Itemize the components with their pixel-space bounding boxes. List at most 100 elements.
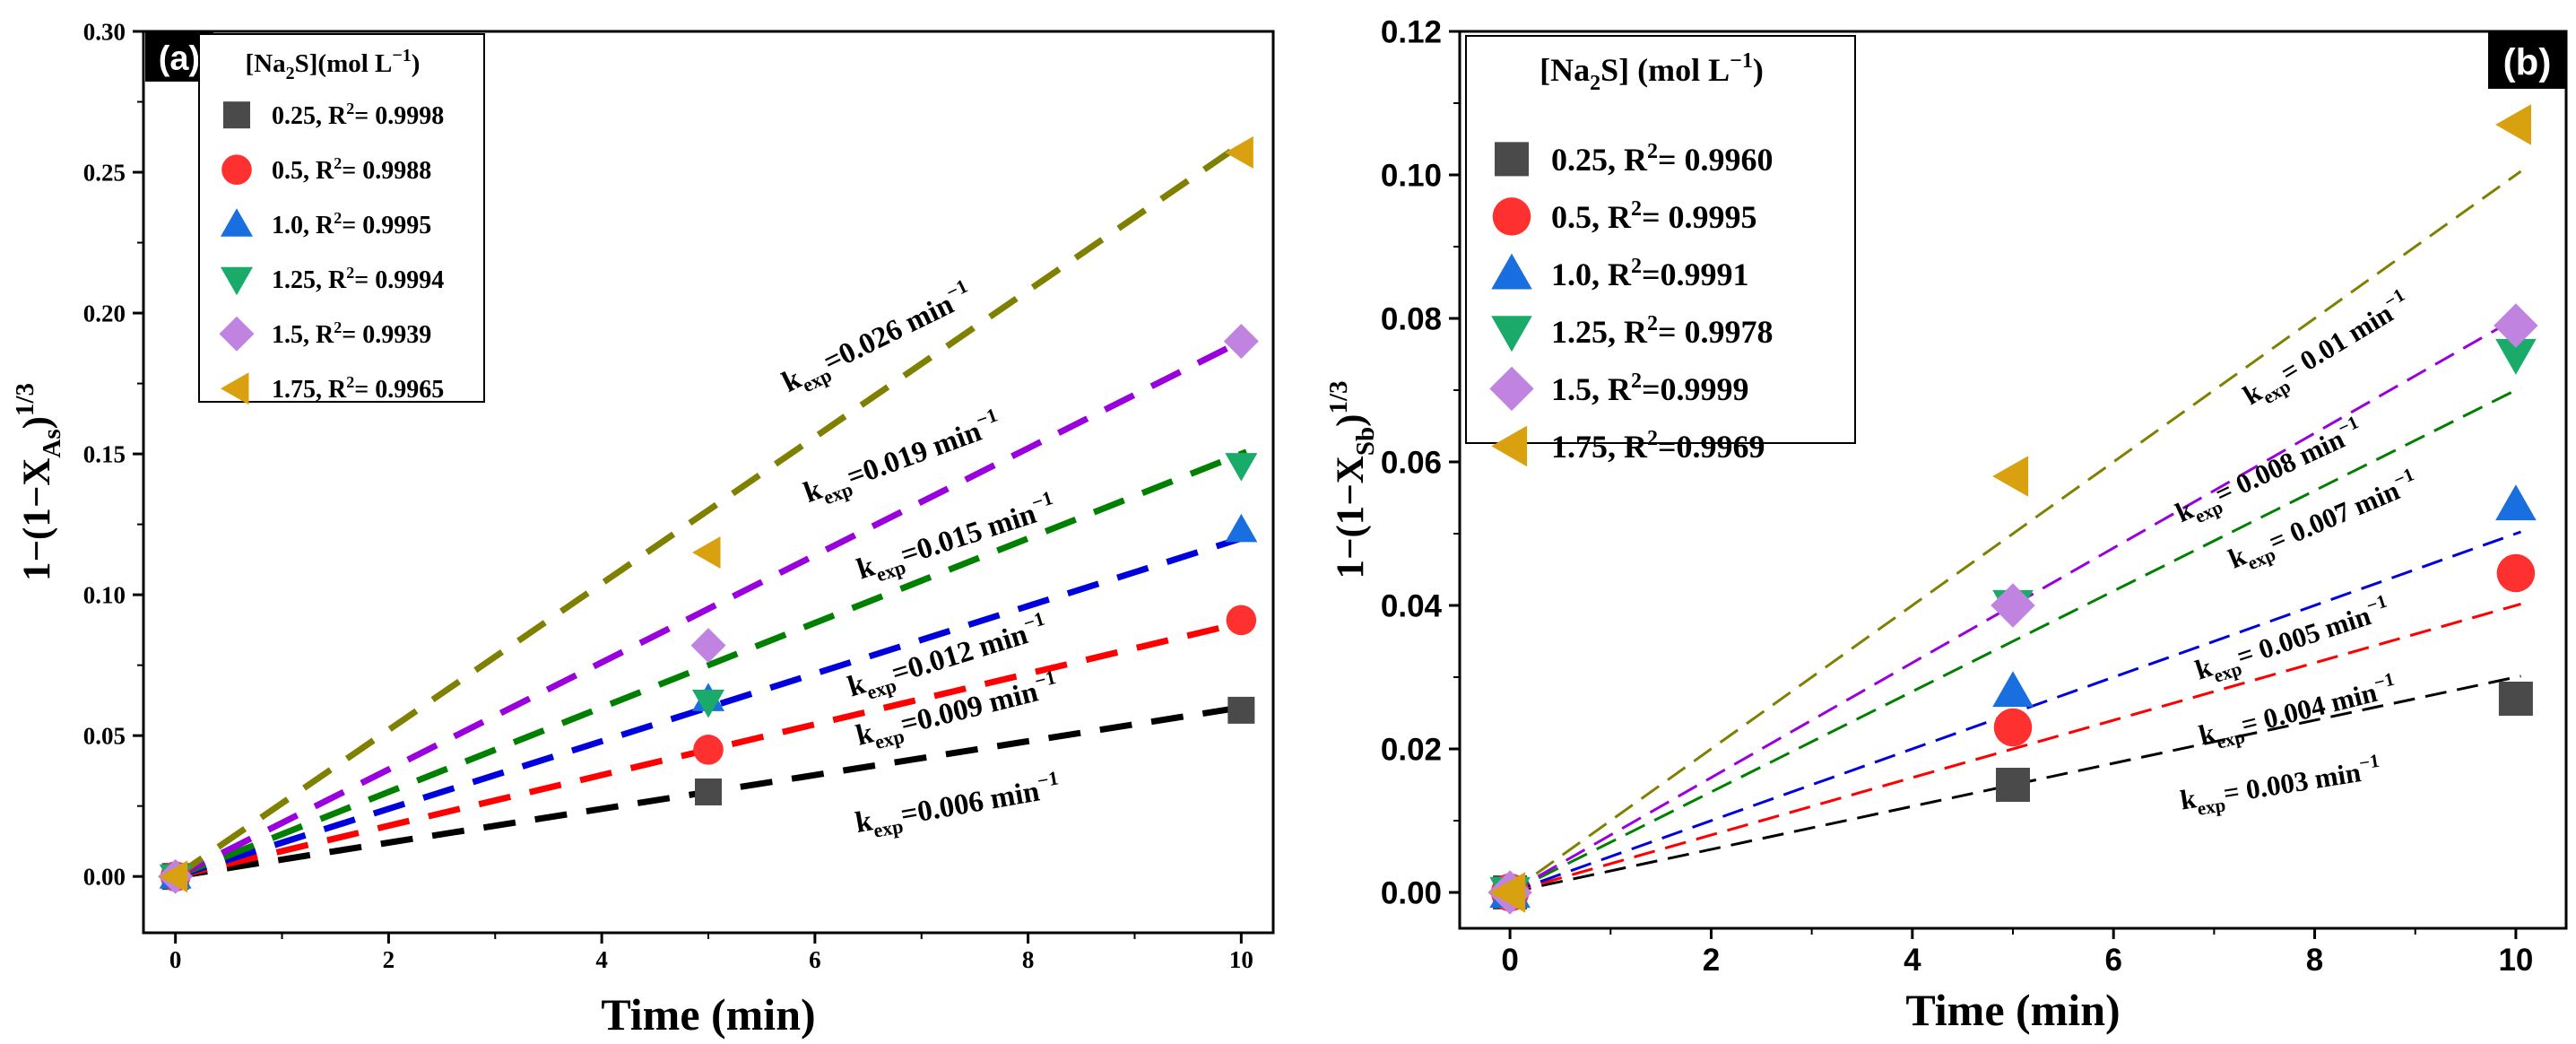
- legend-entry-sup: 2: [346, 100, 354, 117]
- data-point-s3: [1225, 453, 1258, 482]
- y-axis-label-text-sup: 1/3: [11, 383, 39, 416]
- y-axis-label: 1−(1−XAs)1/3: [11, 383, 66, 581]
- k-label-text-0-sup: −1: [2357, 750, 2381, 774]
- y-axis-label-text-sup: 1/3: [1324, 380, 1353, 413]
- legend-entry-name: 1.75, R: [1551, 429, 1648, 465]
- panel-label: (a): [159, 40, 200, 78]
- legend-entry-r2: = 0.9994: [354, 266, 444, 294]
- k-label-text-5: kexp= 0.01 min−1: [2235, 283, 2418, 416]
- y-axis-label-text-sub: Sb: [1351, 427, 1380, 456]
- x-tick-label: 6: [2104, 943, 2121, 978]
- legend-entry-name: 0.25, R: [1551, 142, 1648, 178]
- data-point-s4: [690, 628, 726, 664]
- legend-entry-r2: = 0.9965: [354, 376, 444, 404]
- legend-entry-name: 0.5, R: [272, 157, 334, 185]
- k-label-4: kexp=0.019 min−1: [800, 404, 1001, 510]
- x-tick-label: 4: [1904, 943, 1921, 978]
- legend-marker-0: [223, 101, 250, 129]
- data-point-s0: [2498, 682, 2533, 716]
- legend-entry-sup: 2: [1631, 370, 1642, 393]
- k-label-text-1-sup: −1: [2372, 668, 2397, 694]
- legend-entry-sup: 2: [334, 154, 342, 172]
- legend-entry-name: 1.5, R: [272, 321, 334, 349]
- k-label-text-3-part: = 0.007 min: [2264, 474, 2404, 558]
- legend-marker-4: [1489, 366, 1534, 412]
- y-tick-label: 0.08: [1381, 301, 1442, 336]
- legend-entry-name: 0.5, R: [1551, 199, 1632, 235]
- legend-marker-5: [221, 372, 249, 405]
- x-tick-label: 2: [1703, 943, 1720, 978]
- legend-entry-sup: 2: [334, 318, 342, 336]
- k-label-text-4-part: =0.019 min: [843, 415, 985, 493]
- legend-entry-r2: =0.9969: [1658, 429, 1765, 465]
- x-tick-label: 0: [169, 946, 182, 973]
- legend-entry-2: 1.0, R2= 0.9995: [272, 209, 431, 239]
- legend-entry-sup: 2: [1647, 427, 1658, 450]
- fit-line-1: [1509, 602, 2521, 894]
- legend-title-sup: −1: [392, 46, 411, 65]
- legend-marker-1: [221, 154, 252, 185]
- y-tick-label: 0.04: [1381, 588, 1443, 623]
- legend-marker-2: [221, 208, 253, 237]
- k-label-0: kexp= 0.003 min−1: [2177, 750, 2383, 822]
- legend-entry-sup: 2: [1647, 140, 1658, 163]
- x-tick-label: 10: [1229, 946, 1253, 973]
- legend-entry-5: 1.75, R2= 0.9965: [272, 373, 444, 404]
- k-label-text-0: kexp= 0.003 min−1: [2177, 750, 2383, 822]
- data-point-s4: [2494, 303, 2538, 348]
- legend-title: [Na2S] (mol L−1): [1540, 49, 1764, 95]
- k-label-2: kexp= 0.005 min−1: [2190, 590, 2396, 692]
- k-label-text-1-part: = 0.004 min: [2238, 676, 2380, 740]
- y-tick-label: 0.10: [1381, 158, 1442, 193]
- x-tick-label: 10: [2498, 943, 2533, 978]
- y-tick-label: 0.15: [83, 441, 126, 468]
- legend-entry-name: 1.25, R: [272, 266, 347, 294]
- legend-entry-r2: = 0.9960: [1658, 142, 1774, 178]
- y-axis-label-text: 1−(1−XAs)1/3: [11, 383, 66, 581]
- fit-line-5: [173, 137, 1249, 880]
- fit-line-5: [1509, 170, 2522, 894]
- legend-entry-2: 1.0, R2=0.9991: [1551, 255, 1749, 292]
- legend-entry-r2: = 0.9988: [342, 157, 431, 185]
- legend-entry-sup: 2: [1631, 197, 1642, 221]
- data-point-s5: [159, 860, 188, 893]
- data-point-s5: [692, 536, 721, 570]
- k-label-text-2: kexp= 0.005 min−1: [2190, 590, 2396, 692]
- legend-entry-sup: 2: [334, 209, 342, 227]
- legend-entry-0: 0.25, R2= 0.9998: [272, 100, 444, 130]
- data-point-s0: [1227, 696, 1255, 724]
- legend-entry-5: 1.75, R2=0.9969: [1551, 427, 1765, 465]
- k-label-text-0-sub: exp: [872, 814, 905, 841]
- legend-entry-3: 1.25, R2= 0.9978: [1551, 312, 1774, 350]
- k-label-text-0-part: = 0.003 min: [2221, 756, 2363, 809]
- legend-entry-sup: 2: [346, 264, 354, 282]
- legend-title-part: ): [412, 49, 421, 78]
- y-axis-label-text-part: 1−(1−X: [16, 458, 58, 581]
- x-tick-label: 6: [809, 946, 821, 973]
- k-label-text-0-sub: exp: [2196, 794, 2227, 820]
- legend-entry-sup: 2: [1647, 312, 1658, 335]
- legend-entry-name: 0.25, R: [272, 102, 347, 130]
- legend-entry-r2: = 0.9995: [342, 212, 431, 239]
- legend-entry-r2: = 0.9939: [342, 321, 431, 349]
- legend-title-sub: 2: [1590, 72, 1600, 95]
- y-tick-label: 0.05: [83, 723, 126, 750]
- panel-label: (b): [2503, 41, 2552, 83]
- data-point-s5: [2495, 104, 2532, 145]
- data-point-s4: [1991, 583, 2035, 628]
- legend-entry-1: 0.5, R2= 0.9988: [272, 154, 431, 185]
- k-label-text-0-sup: −1: [1036, 766, 1061, 792]
- k-label-5: kexp=0.026 min−1: [777, 274, 971, 399]
- data-point-s5: [1225, 136, 1253, 170]
- legend-entry-r2: = 0.9995: [1642, 199, 1757, 235]
- legend-title-part: [Na: [246, 49, 287, 78]
- k-label-text-4-part: = 0.008 min: [2210, 422, 2349, 509]
- k-label-5: kexp= 0.01 min−1: [2235, 283, 2418, 416]
- x-tick-label: 2: [383, 946, 395, 973]
- data-point-s2: [1225, 513, 1258, 543]
- x-tick-label: 8: [2306, 943, 2323, 978]
- y-axis-label-text-sub: As: [38, 429, 66, 457]
- data-point-s0: [695, 778, 722, 805]
- data-point-s2: [2495, 484, 2537, 521]
